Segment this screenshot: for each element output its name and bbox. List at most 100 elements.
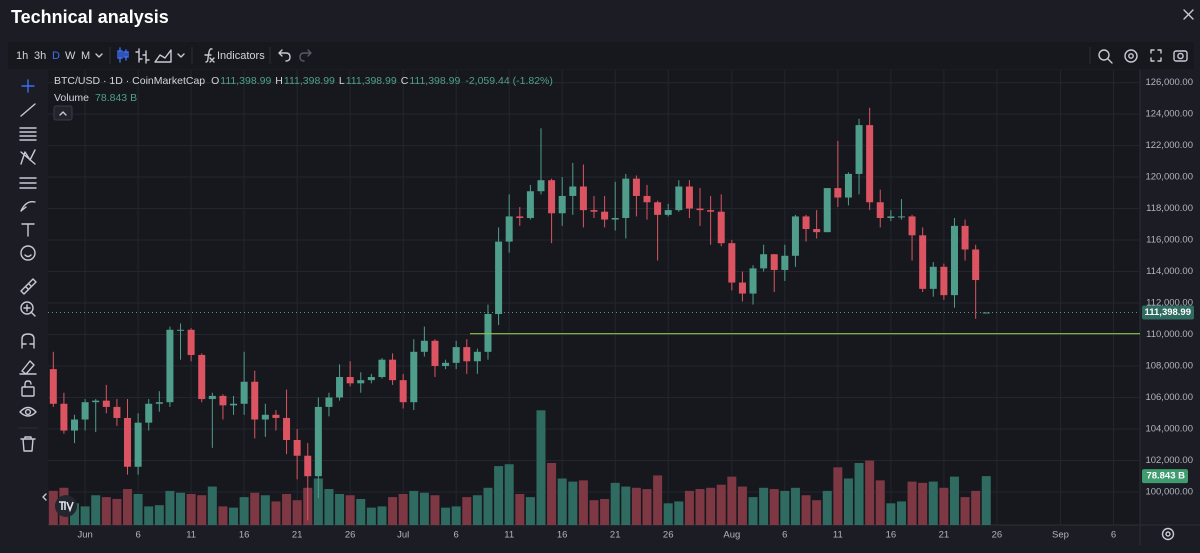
x-tick-label: 26 [992,530,1003,541]
volume-bar [547,463,557,525]
candle-body [81,402,89,420]
volume-bar [631,487,641,525]
candle-body [579,186,587,211]
interval-button[interactable]: W [65,50,76,62]
fib-tool[interactable] [19,127,37,141]
volume-bar [949,476,959,525]
candle-body [357,380,365,384]
candle-body [654,202,662,215]
volume-bar [536,410,546,525]
volume-bar [250,492,260,525]
volume-bar [960,497,970,525]
measure-tool[interactable] [20,278,37,295]
volume-bar [822,490,832,525]
volume-bar [366,507,376,525]
text-tool[interactable] [21,223,35,237]
volume-bar [706,487,716,525]
zoom-tool[interactable] [20,301,36,317]
candles-style-button[interactable] [117,47,129,63]
toolbar [8,42,1194,69]
volume-bar [928,481,938,525]
redo-button[interactable] [299,49,312,62]
volume-bar [589,500,599,525]
volume-bar [282,494,292,525]
trend-line-tool[interactable] [20,103,36,117]
collapse-toolbar-button[interactable] [42,493,47,501]
indicators-button[interactable]: Indicators [217,50,265,62]
interval-button[interactable]: D [52,50,60,62]
x-tick-label: 6 [135,530,140,541]
candle-body [378,359,386,378]
interval-button[interactable]: 3h [34,50,46,62]
close-button[interactable] [1183,9,1194,20]
crosshair-tool[interactable] [21,79,35,93]
volume-bar [525,497,535,525]
candle-body [760,254,768,269]
candle-body [473,351,481,362]
candle-body [240,381,248,404]
ohlc-value: 111,398.99 [346,75,397,87]
settings-button[interactable] [1124,49,1138,63]
y-tick-label: 110,000.00 [1146,329,1193,340]
candle-body [526,191,534,218]
volume-bar [494,466,504,525]
candle-body [887,216,895,218]
brush-tool[interactable] [20,201,36,212]
magnet-tool[interactable] [21,333,35,349]
volume-bar [865,460,875,525]
volume-bar [133,494,143,525]
volume-bar [653,475,663,525]
x-tick-label: 16 [886,530,897,541]
area-style-button[interactable] [154,49,172,63]
snapshot-button[interactable] [1173,50,1188,62]
candle-body [707,210,715,212]
style-menu[interactable] [177,53,185,58]
candle-body [293,439,301,456]
candle-body [452,347,460,363]
visibility-tool[interactable] [19,406,37,417]
volume-bar [409,490,419,525]
bars-style-button[interactable] [135,48,150,64]
tradingview-logo [55,495,77,517]
ohlc-key: O [211,75,219,87]
pattern-tool[interactable] [20,149,36,165]
volume-bar [716,484,726,525]
candle-body [230,403,238,406]
stay-in-drawing-tool[interactable] [19,360,37,375]
collapse-legend-button[interactable] [53,105,73,121]
x-tick-label: 6 [454,530,459,541]
emoji-tool[interactable] [20,245,36,261]
ohlc-value: 111,398.99 [220,75,271,87]
candle-body [919,235,927,289]
y-tick-label: 126,000.00 [1145,77,1193,88]
lock-tool[interactable] [21,380,35,397]
screenshot-search-button[interactable] [1098,49,1113,64]
y-tick-label: 120,000.00 [1145,172,1193,183]
candle-body [102,400,110,407]
volume-bar [197,495,207,525]
candle-body [590,210,598,212]
candle-body [738,282,746,294]
projection-tool[interactable] [19,177,37,189]
interval-button[interactable]: 1h [16,50,28,62]
delete-tool[interactable] [20,436,36,452]
volume-bar [483,487,493,525]
fullscreen-button[interactable] [1150,49,1162,62]
x-tick-label: Sep [1052,530,1069,541]
candle-body [134,422,142,467]
indicators-icon[interactable] [204,48,215,63]
candle-body [60,403,68,431]
volume-bar [451,506,461,525]
candle-body [781,255,789,270]
time-axis-settings[interactable] [1161,527,1175,541]
volume-bar [875,480,885,525]
volume-bar [663,503,673,525]
chart-panel [48,70,1140,525]
volume-bar [292,500,302,525]
undo-button[interactable] [278,49,291,62]
interval-button[interactable]: M [81,50,90,62]
interval-menu[interactable] [95,53,103,58]
y-tick-label: 102,000.00 [1145,455,1193,466]
candle-body [696,208,704,211]
volume-bar [600,498,610,525]
